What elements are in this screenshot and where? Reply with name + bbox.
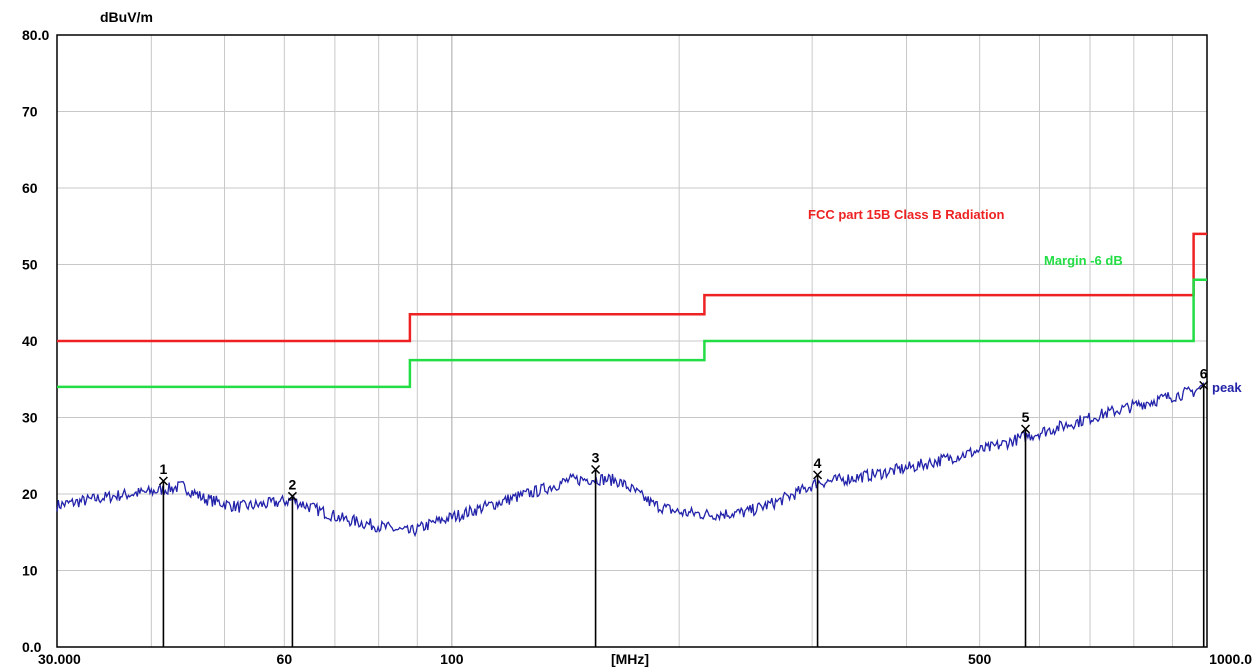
marker-2-x [287,491,297,501]
y-tick-label: 50 [22,257,38,273]
x-tick-label: 500 [968,651,992,667]
marker-1-x [158,476,168,486]
markers: 1 2 3 4 5 6 [158,365,1209,647]
marker-6-label: 6 [1200,365,1208,381]
peak-trace [56,382,1205,538]
marker-3-x [591,464,601,475]
margin-line [57,278,1207,389]
marker-1-label: 1 [160,461,168,477]
limit-line [57,232,1207,343]
x-tick-label: 60 [277,651,293,667]
limit-legend: FCC part 15B Class B Radiation [808,207,1005,222]
marker-5-label: 5 [1022,409,1030,425]
x-tick-label: 100 [440,651,464,667]
x-tick-label: 30.000 [38,651,81,667]
marker-4-x [813,470,823,480]
margin-legend: Margin -6 dB [1044,253,1123,268]
x-tick-label: 1000.0 [1209,651,1252,667]
y-tick-label: 20 [22,486,38,502]
x-axis-ticks: 30.000 60 100 500 1000.0 [38,651,1252,667]
y-axis-ticks: 0.0 10 20 30 40 50 60 70 80.0 [22,27,49,655]
y-tick-label: 80.0 [22,27,49,43]
y-tick-label: 40 [22,333,38,349]
trace-legend: peak [1212,380,1242,395]
marker-5-x [1020,424,1031,434]
y-tick-label: 70 [22,104,38,120]
y-tick-label: 30 [22,410,38,426]
marker-2-label: 2 [289,476,297,492]
y-tick-label: 10 [22,563,38,579]
y-axis-unit: dBuV/m [100,9,153,25]
marker-3-label: 3 [592,450,600,466]
y-tick-label: 0.0 [22,639,42,655]
marker-4-label: 4 [814,455,822,471]
y-tick-label: 60 [22,180,38,196]
x-axis-unit: [MHz] [611,651,649,667]
marker-6-x [1199,380,1209,390]
